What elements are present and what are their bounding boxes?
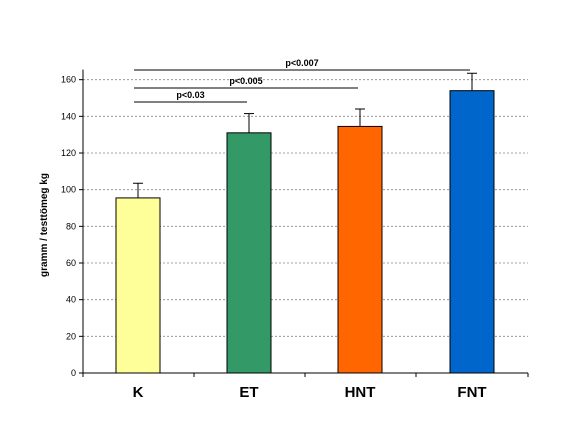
significance-label: p<0.03 [176,90,204,100]
y-tick-label: 160 [61,75,76,85]
significance-brackets: p<0.03 p<0.005 p<0.007 [134,58,470,103]
y-tick-label: 80 [66,221,76,231]
bar-fnt [449,90,495,374]
y-axis-label: gramm / testtömeg kg [39,173,50,277]
y-tick-label: 60 [66,258,76,268]
axes: 0 20 40 60 80 100 120 140 160 K ET HNT FNT [61,69,529,401]
y-tick-label: 140 [61,111,76,121]
significance-label: p<0.005 [229,76,262,86]
y-tick-label: 40 [66,295,76,305]
bar-k [115,197,161,374]
bars [115,72,495,374]
x-tick-label: ET [239,384,258,401]
bar-hnt [337,125,383,374]
bar-et [226,132,272,374]
y-tick-label: 20 [66,331,76,341]
y-tick-label: 100 [61,185,76,195]
significance-label: p<0.007 [285,58,318,68]
x-tick-label: HNT [345,384,376,401]
y-tick-label: 0 [71,368,76,378]
x-tick-label: K [133,384,144,401]
y-tick-label: 120 [61,148,76,158]
x-tick-label: FNT [457,384,486,401]
